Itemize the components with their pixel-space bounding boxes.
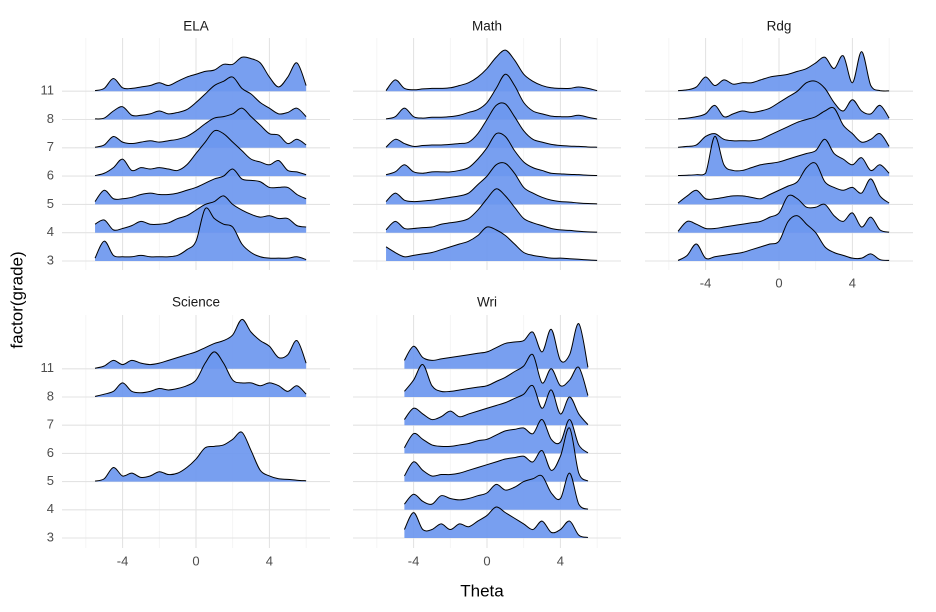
x-tick-label: -4 xyxy=(408,553,420,568)
ridge-line xyxy=(385,226,598,261)
ridge-line xyxy=(94,76,307,120)
ridge-line xyxy=(403,506,589,538)
y-tick-label: 8 xyxy=(47,111,54,126)
ridge-line xyxy=(678,135,890,177)
ridge-area xyxy=(404,419,588,454)
panel: Science -4 0 4 3 4 5 6 7 8 11 xyxy=(41,295,330,568)
ridge-line xyxy=(94,207,307,261)
ridge-area xyxy=(404,385,588,426)
y-tick-label: 8 xyxy=(47,388,54,403)
panel: Rdg -4 0 4 xyxy=(645,19,913,290)
ridge-area xyxy=(678,136,890,177)
ridge-line xyxy=(677,215,890,261)
x-axis-title: Theta xyxy=(460,581,504,600)
ridge-line xyxy=(94,129,307,177)
ridge-area xyxy=(95,130,307,177)
ridge-area xyxy=(678,107,890,148)
ridge-area xyxy=(386,132,598,177)
ridge-area xyxy=(95,108,307,148)
ridge-line xyxy=(404,353,589,396)
panel-title: ELA xyxy=(183,19,209,34)
ridge-line xyxy=(94,107,307,148)
ridge-area xyxy=(678,51,890,92)
ridge-area xyxy=(386,162,598,205)
ridge-line xyxy=(677,106,890,148)
panel: Math xyxy=(353,19,621,270)
y-tick-label: 7 xyxy=(47,417,54,432)
ridge-line xyxy=(94,195,307,231)
ridge-area xyxy=(95,431,307,482)
x-tick-label: -4 xyxy=(117,553,129,568)
y-tick-label: 4 xyxy=(47,501,54,516)
x-tick-label: 0 xyxy=(483,553,490,568)
ridge-line xyxy=(94,318,307,369)
ridge-line xyxy=(403,323,589,368)
ridge-area xyxy=(95,319,307,369)
x-tick-label: 4 xyxy=(266,553,273,568)
x-tick-label: 4 xyxy=(849,275,856,290)
ridge-line xyxy=(94,431,307,482)
ridge-area xyxy=(386,226,598,261)
ridge-area xyxy=(678,195,890,233)
y-tick-label: 4 xyxy=(47,224,54,239)
y-tick-label: 3 xyxy=(47,529,54,544)
ridge-area xyxy=(386,74,598,120)
ridge-line xyxy=(403,384,589,425)
ridge-line xyxy=(385,102,598,148)
panel-title: Wri xyxy=(477,295,497,310)
ridge-line xyxy=(94,351,307,397)
ridge-line xyxy=(385,162,598,205)
ridge-area xyxy=(95,56,307,92)
panel-title: Science xyxy=(172,295,220,310)
ridge-line xyxy=(677,162,890,204)
ridge-line xyxy=(385,49,598,92)
panel: Wri -4 0 4 xyxy=(353,295,621,568)
ridge-line xyxy=(677,80,890,120)
ridge-area xyxy=(678,162,890,205)
ridge-area xyxy=(95,168,307,205)
panel: ELA 3 4 5 6 7 8 11 xyxy=(41,19,330,270)
ridge-area xyxy=(404,323,588,369)
ridge-line xyxy=(677,194,890,233)
ridge-area xyxy=(386,188,598,233)
ridge-line xyxy=(385,188,598,233)
ridge-line xyxy=(403,427,589,482)
y-tick-label: 5 xyxy=(47,196,54,211)
y-tick-label: 7 xyxy=(47,139,54,154)
ridge-area xyxy=(386,102,598,148)
y-tick-label: 6 xyxy=(47,168,54,183)
ridge-line xyxy=(677,51,890,92)
y-tick-label: 6 xyxy=(47,445,54,460)
y-tick-label: 11 xyxy=(41,360,55,375)
y-tick-label: 5 xyxy=(47,473,54,488)
ridge-area xyxy=(95,195,307,233)
ridge-area xyxy=(95,207,307,261)
ridge-line xyxy=(404,472,589,510)
y-tick-label: 3 xyxy=(47,252,54,267)
ridge-line xyxy=(94,56,307,92)
ridge-line xyxy=(385,132,598,177)
ridge-area xyxy=(404,473,588,510)
ridge-line xyxy=(385,73,598,120)
ridge-area xyxy=(404,427,588,482)
x-tick-label: -4 xyxy=(700,275,712,290)
ridge-area xyxy=(386,50,598,92)
y-axis-title: factor(grade) xyxy=(7,251,26,348)
y-tick-label: 11 xyxy=(41,83,55,98)
ridge-area xyxy=(404,354,588,397)
x-tick-label: 4 xyxy=(557,553,564,568)
ridge-area xyxy=(678,215,890,261)
ridge-line xyxy=(94,168,307,202)
panel-title: Rdg xyxy=(767,19,792,34)
ridge-area xyxy=(95,76,307,120)
ridge-line xyxy=(403,419,589,454)
panel-title: Math xyxy=(472,19,502,34)
x-tick-label: 0 xyxy=(192,553,199,568)
ridge-area xyxy=(404,506,588,538)
x-tick-label: 0 xyxy=(775,275,782,290)
ridge-area xyxy=(95,351,307,397)
